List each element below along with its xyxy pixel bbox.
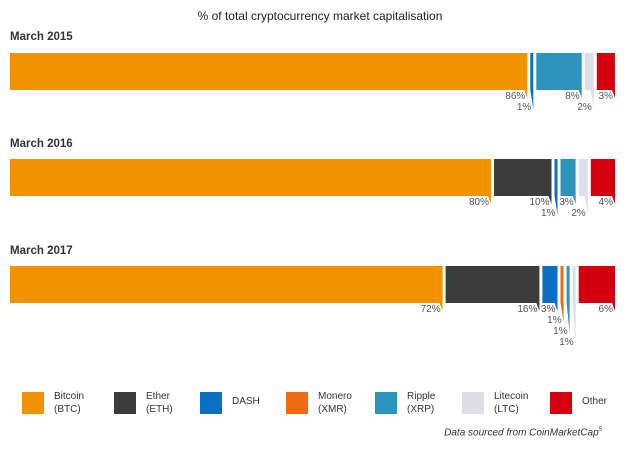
bar-segment-dash-0 xyxy=(530,53,534,90)
bar-segment-dash-2 xyxy=(542,266,558,303)
bar-segment-ltc-2 xyxy=(572,266,576,303)
legend-swatch-eth xyxy=(114,392,136,414)
pointer-xrp-1 xyxy=(572,196,576,204)
pointer-eth-1 xyxy=(548,196,552,204)
data-label-dash-0: 1% xyxy=(517,102,532,113)
bar-segment-dash-1 xyxy=(554,159,558,196)
panel-label-2015: March 2015 xyxy=(10,31,73,43)
bar-segment-btc-2 xyxy=(10,266,443,303)
legend-label-dash: DASH xyxy=(232,396,260,407)
pointer-other-2 xyxy=(612,303,615,311)
bar-segment-xrp-2 xyxy=(566,266,570,303)
data-label-eth-2: 16% xyxy=(517,304,537,315)
bar-segment-eth-1 xyxy=(494,159,552,196)
panel-label-2017: March 2017 xyxy=(10,245,73,257)
legend-label-xmr: Monero (XMR) xyxy=(318,391,352,415)
panel-label-2016: March 2016 xyxy=(10,138,73,150)
pointer-ltc-2 xyxy=(572,303,576,344)
data-label-dash-1: 1% xyxy=(541,208,556,219)
pointer-btc-2 xyxy=(439,303,443,311)
data-label-btc-1: 80% xyxy=(469,197,489,208)
data-label-xmr-2: 1% xyxy=(547,315,562,326)
data-label-other-1: 4% xyxy=(599,197,614,208)
data-label-eth-1: 10% xyxy=(529,197,549,208)
data-label-dash-2: 3% xyxy=(541,304,556,315)
legend-swatch-xmr xyxy=(286,392,308,414)
legend: Bitcoin (BTC) Ether (ETH) DASH Monero (X… xyxy=(22,390,622,430)
bar-segment-other-0 xyxy=(596,53,615,90)
data-label-btc-2: 72% xyxy=(421,304,441,315)
pointer-xrp-0 xyxy=(578,90,582,98)
legend-swatch-btc xyxy=(22,392,44,414)
chart-title: % of total cryptocurrency market capital… xyxy=(197,9,443,23)
pointer-dash-0 xyxy=(530,90,534,109)
legend-label-btc: Bitcoin (BTC) xyxy=(54,391,85,415)
pointer-dash-2 xyxy=(554,303,558,311)
pointer-btc-1 xyxy=(488,196,491,204)
pointer-other-1 xyxy=(612,196,615,204)
data-label-ltc-1: 2% xyxy=(571,208,586,219)
bar-segment-eth-2 xyxy=(445,266,540,303)
data-label-btc-0: 86% xyxy=(505,91,525,102)
source-note-ref: 5 xyxy=(598,427,602,433)
data-label-other-2: 6% xyxy=(599,304,614,315)
legend-label-other: Other xyxy=(582,396,608,407)
legend-label-eth: Ether (ETH) xyxy=(146,391,173,415)
data-label-ltc-2: 1% xyxy=(559,337,574,348)
bar-segment-btc-0 xyxy=(10,53,528,90)
bar-segment-xmr-2 xyxy=(560,266,564,303)
source-note-text: Data sourced from CoinMarketCap xyxy=(444,427,599,439)
pointer-ltc-1 xyxy=(584,196,588,215)
legend-label-ltc: Litecoin (LTC) xyxy=(494,391,529,415)
data-label-other-0: 3% xyxy=(599,91,614,102)
pointer-btc-0 xyxy=(524,90,528,98)
legend-swatch-xrp xyxy=(375,392,397,414)
bar-segment-other-2 xyxy=(578,266,615,303)
pointer-eth-2 xyxy=(536,303,540,311)
data-label-ltc-0: 2% xyxy=(577,102,592,113)
bar-segment-ltc-0 xyxy=(584,53,594,90)
data-label-xrp-0: 8% xyxy=(565,91,580,102)
bar-segment-xrp-0 xyxy=(536,53,582,90)
pointer-xrp-2 xyxy=(566,303,570,333)
pointer-other-0 xyxy=(612,90,615,98)
bar-segment-other-1 xyxy=(590,159,615,196)
legend-swatch-other xyxy=(550,392,572,414)
legend-swatch-ltc xyxy=(462,392,484,414)
data-label-xrp-1: 3% xyxy=(559,197,574,208)
bar-segment-ltc-1 xyxy=(578,159,588,196)
bar-segment-xrp-1 xyxy=(560,159,576,196)
data-label-xrp-2: 1% xyxy=(553,326,568,337)
pointer-xmr-2 xyxy=(560,303,564,322)
bar-segment-btc-1 xyxy=(10,159,491,196)
stacked-bar-plot: 86%1%8%2%3%80% 10%1%3%2%4%72% 16% 3%1%1%1%6… xyxy=(10,53,615,348)
legend-label-xrp: Ripple (XRP) xyxy=(407,391,436,415)
legend-swatch-dash xyxy=(200,392,222,414)
pointer-ltc-0 xyxy=(590,90,594,109)
source-note: Data sourced from CoinMarketCap5 xyxy=(444,427,602,438)
pointer-dash-1 xyxy=(554,196,558,215)
